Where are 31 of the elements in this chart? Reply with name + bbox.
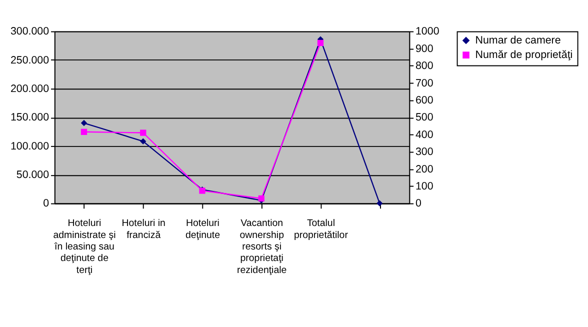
y2-tick-label: 100 bbox=[415, 180, 434, 192]
x-tick-label: Hoteluri administrate şi în leasing sau deţinute de terţi bbox=[53, 218, 116, 276]
y2-tick-label: 500 bbox=[415, 112, 434, 124]
y2-tick-label: 1000 bbox=[415, 26, 440, 38]
y-tick-label: 300.000 bbox=[10, 26, 50, 38]
legend-label: Numar de camere bbox=[475, 34, 561, 46]
y2-tick-label: 900 bbox=[415, 42, 434, 55]
point bbox=[317, 40, 324, 46]
y2-tick-label: 700 bbox=[415, 77, 434, 90]
legend-label: Număr de proprietăţi bbox=[475, 48, 573, 61]
y2-tick-label: 200 bbox=[415, 163, 434, 176]
y-tick-label: 0 bbox=[43, 198, 50, 210]
x-tick-label: Hoteluri deţinute bbox=[185, 218, 220, 241]
point bbox=[80, 128, 88, 135]
y-tick-label: 150.000 bbox=[10, 112, 50, 124]
y-tick-label: 50.000 bbox=[16, 169, 50, 182]
y2-tick-label: 800 bbox=[415, 60, 434, 72]
y-tick-label: 200.000 bbox=[10, 83, 50, 96]
point bbox=[140, 138, 146, 144]
x-tick-label: Hoteluri in franciză bbox=[122, 218, 166, 241]
y-tick-label: 100.000 bbox=[10, 140, 50, 152]
point bbox=[140, 130, 146, 136]
y2-tick-label: 300 bbox=[415, 146, 434, 158]
y2-tick-label: 600 bbox=[415, 94, 434, 106]
y2-tick-label: 400 bbox=[415, 128, 434, 141]
y2-tick-label: 0 bbox=[415, 198, 422, 210]
x-tick-label: Vacantion ownership resorts şi proprietaţi rezidenţiale bbox=[237, 218, 287, 276]
point bbox=[376, 200, 383, 206]
point bbox=[80, 120, 88, 126]
y-tick-label: 250.000 bbox=[10, 54, 50, 66]
x-tick-label: Totalul proprietătilor bbox=[294, 218, 349, 241]
